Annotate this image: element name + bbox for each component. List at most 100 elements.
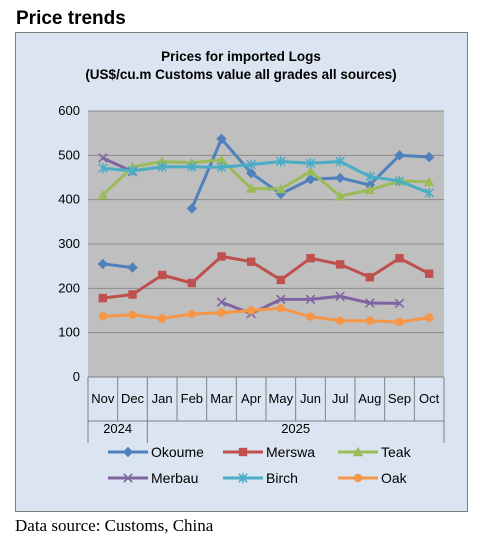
data-point-merbau bbox=[216, 297, 227, 307]
chart-container: Prices for imported Logs (US$/cu.m Custo… bbox=[15, 32, 468, 512]
x-tick-label: Aug bbox=[358, 391, 381, 406]
data-point-oak bbox=[276, 304, 286, 313]
data-point-birch bbox=[365, 171, 375, 182]
data-point-merbau bbox=[276, 294, 286, 305]
data-point-teak bbox=[364, 184, 376, 195]
legend-label-merswa: Merswa bbox=[266, 444, 315, 460]
gridlines bbox=[88, 110, 444, 334]
year-label: 2024 bbox=[103, 421, 132, 436]
x-tick-label: Dec bbox=[121, 391, 145, 406]
y-tick-label: 200 bbox=[58, 280, 80, 295]
data-point-oak bbox=[157, 314, 167, 323]
data-point-merswa bbox=[217, 252, 226, 261]
data-point-birch bbox=[276, 156, 286, 167]
data-point-oak bbox=[424, 313, 434, 322]
data-point-okoume bbox=[394, 150, 405, 161]
data-point-merbau bbox=[335, 291, 345, 302]
data-point-merswa bbox=[306, 253, 315, 263]
x-tick-label: Jul bbox=[332, 391, 349, 406]
data-point-oak bbox=[217, 308, 226, 317]
data-point-merbau bbox=[98, 153, 108, 163]
data-point-teak bbox=[305, 166, 316, 176]
x-tick-label: Jun bbox=[300, 391, 321, 406]
page-heading: Price trends bbox=[16, 8, 126, 29]
chart-title: Prices for imported Logs bbox=[161, 49, 321, 64]
data-point-oak bbox=[246, 306, 256, 315]
data-point-birch bbox=[216, 162, 227, 173]
data-point-teak bbox=[275, 183, 287, 194]
data-point-oak bbox=[395, 317, 404, 327]
legend-label-okoume: Okoume bbox=[151, 444, 204, 460]
data-point-okoume bbox=[245, 167, 257, 179]
data-point-merswa bbox=[98, 293, 108, 303]
data-point-merswa bbox=[395, 253, 404, 263]
data-point-birch bbox=[335, 156, 345, 167]
data-point-merswa bbox=[276, 275, 286, 285]
data-point-birch bbox=[157, 161, 167, 173]
data-point-okoume bbox=[334, 172, 346, 184]
data-point-okoume bbox=[216, 133, 227, 145]
data-point-okoume bbox=[186, 203, 198, 214]
x-axis: Nov Dec Jan Feb Mar Apr May Jun Jul Aug Sep Oct 2024… bbox=[87, 376, 445, 443]
y-tick-label: 100 bbox=[58, 325, 80, 340]
x-tick-label: Apr bbox=[241, 391, 262, 406]
y-tick-label: 500 bbox=[58, 147, 80, 162]
legend-label-teak: Teak bbox=[381, 444, 412, 460]
data-point-birch bbox=[424, 187, 434, 199]
y-tick-label: 600 bbox=[58, 103, 80, 118]
legend-marker-teak bbox=[352, 446, 364, 457]
data-point-merswa bbox=[187, 278, 197, 288]
data-point-birch bbox=[98, 162, 108, 174]
x-tick-label: Nov bbox=[91, 391, 115, 406]
data-point-merswa bbox=[157, 270, 167, 280]
data-source-note: Data source: Customs, China bbox=[15, 516, 214, 535]
data-point-teak bbox=[97, 190, 109, 200]
data-point-okoume bbox=[305, 174, 316, 185]
data-point-oak bbox=[365, 316, 375, 325]
data-point-birch bbox=[246, 159, 256, 170]
year-label: 2025 bbox=[281, 421, 310, 436]
y-tick-label: 0 bbox=[73, 369, 80, 384]
data-point-merswa bbox=[335, 260, 345, 269]
legend-marker-merswa bbox=[238, 447, 248, 457]
series-line-oak bbox=[102, 306, 430, 324]
data-point-okoume bbox=[423, 151, 435, 163]
legend-label-birch: Birch bbox=[266, 470, 298, 486]
legend-label-oak: Oak bbox=[381, 470, 408, 486]
legend-marker-oak bbox=[353, 473, 363, 483]
legend-label-merbau: Merbau bbox=[151, 470, 198, 486]
data-point-merswa bbox=[246, 257, 256, 266]
data-point-birch bbox=[187, 161, 197, 173]
data-point-teak bbox=[334, 190, 346, 201]
series-line-birch bbox=[102, 160, 430, 195]
x-tick-label: Mar bbox=[210, 391, 233, 406]
data-point-oak bbox=[98, 312, 108, 321]
data-point-merswa bbox=[128, 290, 137, 299]
data-point-oak bbox=[128, 310, 137, 320]
data-point-teak bbox=[216, 154, 227, 164]
data-point-merswa bbox=[424, 269, 434, 278]
x-tick-label: Jan bbox=[152, 391, 173, 406]
x-tick-label: Sep bbox=[388, 391, 411, 406]
legend-marker-merbau bbox=[123, 473, 133, 483]
legend: Okoume Merswa Teak Merbau Birch Oak bbox=[108, 444, 412, 486]
data-point-oak bbox=[306, 312, 315, 321]
chart-subtitle: (US$/cu.m Customs value all grades all s… bbox=[85, 67, 396, 82]
series-lines bbox=[97, 133, 435, 327]
y-tick-label: 300 bbox=[58, 236, 80, 251]
data-point-okoume bbox=[97, 258, 109, 270]
data-point-birch bbox=[127, 165, 138, 177]
x-tick-label: Feb bbox=[181, 391, 203, 406]
y-tick-label: 400 bbox=[58, 192, 80, 207]
legend-marker-birch bbox=[238, 472, 248, 484]
data-point-merbau bbox=[394, 298, 405, 309]
x-tick-label: May bbox=[269, 391, 294, 406]
line-chart: Prices for imported Logs (US$/cu.m Custo… bbox=[58, 49, 445, 486]
y-axis: 0 100 200 300 400 500 600 bbox=[58, 103, 80, 384]
series-line-merswa bbox=[102, 254, 430, 300]
x-tick-label: Oct bbox=[419, 391, 440, 406]
legend-marker-okoume bbox=[122, 446, 134, 458]
data-point-oak bbox=[187, 309, 197, 319]
data-point-merbau bbox=[365, 298, 375, 308]
data-point-teak bbox=[423, 176, 435, 187]
